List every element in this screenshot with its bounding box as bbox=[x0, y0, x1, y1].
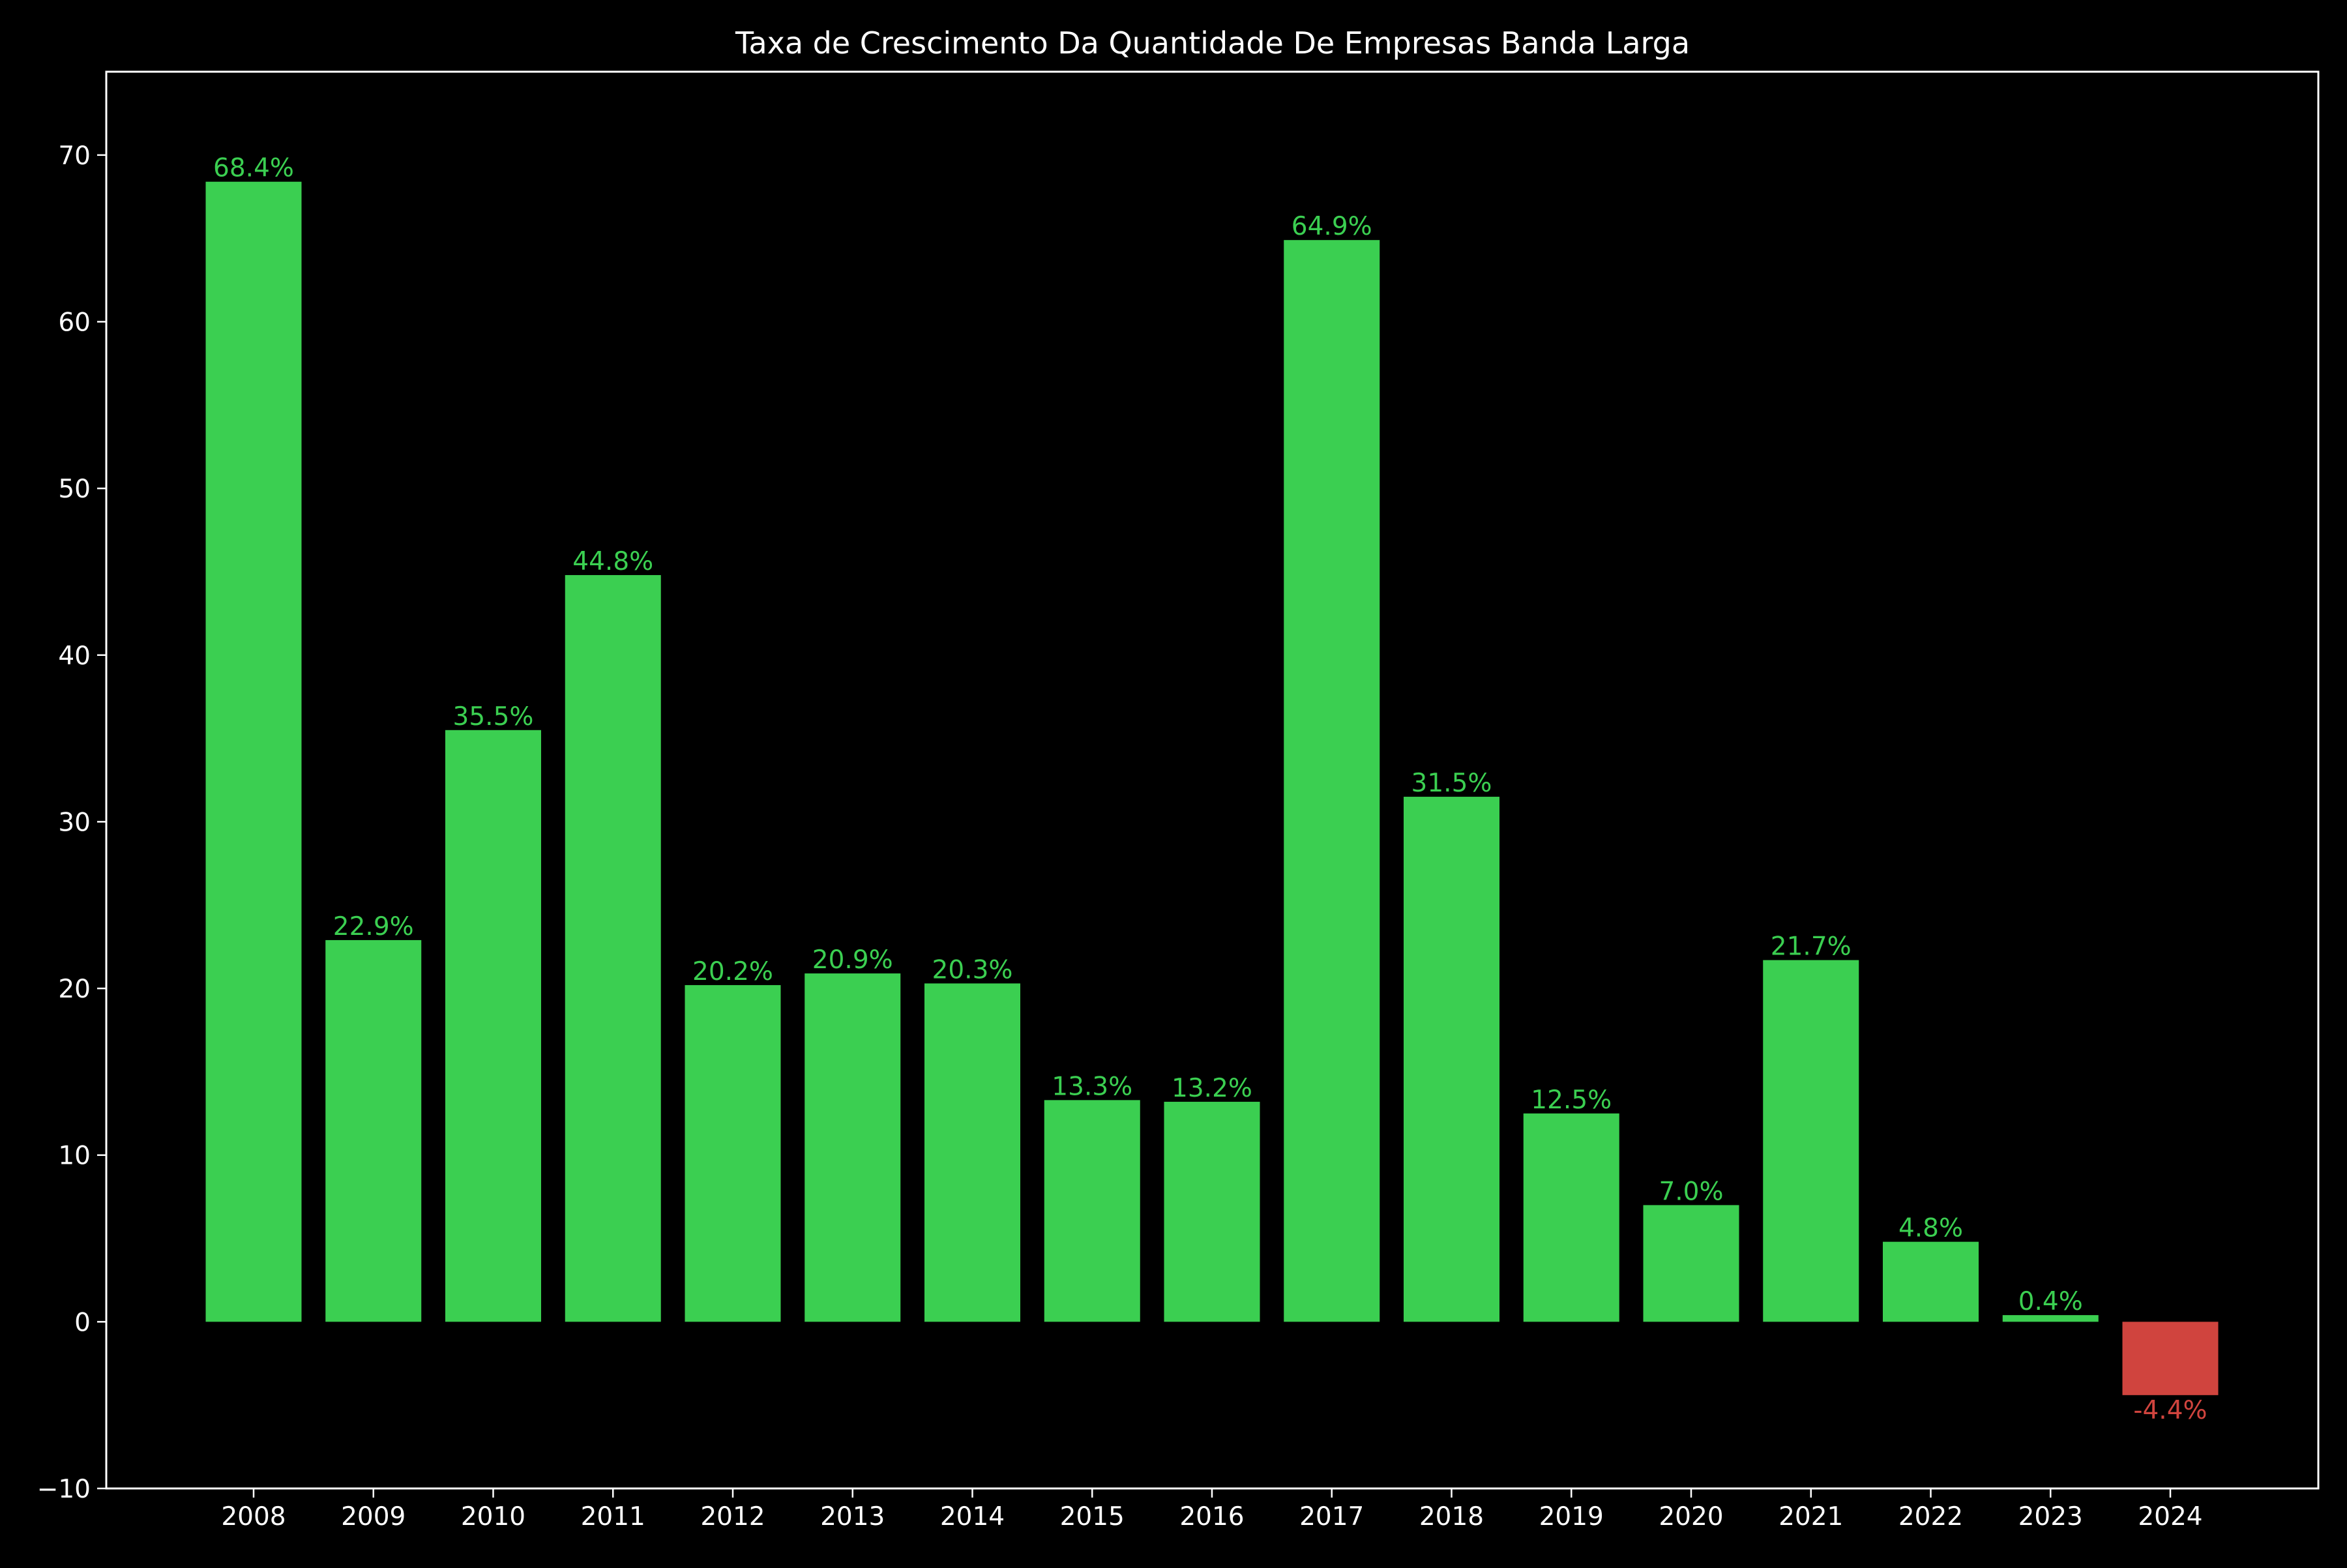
value-label-2014: 20.3% bbox=[932, 955, 1013, 984]
value-label-2023: 0.4% bbox=[2018, 1287, 2083, 1316]
bar-2009 bbox=[325, 939, 422, 1322]
bar-2021 bbox=[1763, 960, 1859, 1322]
x-tick-label: 2020 bbox=[1659, 1502, 1723, 1531]
value-label-2013: 20.9% bbox=[812, 945, 893, 975]
y-tick-label: 10 bbox=[58, 1142, 91, 1171]
bar-2015 bbox=[1044, 1100, 1140, 1322]
x-tick-label: 2019 bbox=[1539, 1502, 1604, 1531]
value-label-2018: 31.5% bbox=[1411, 769, 1492, 798]
x-tick-label: 2011 bbox=[581, 1502, 645, 1531]
y-tick-label: 40 bbox=[58, 642, 91, 671]
y-tick-label: 30 bbox=[58, 808, 91, 837]
y-tick-label: 50 bbox=[58, 475, 91, 504]
bar-2012 bbox=[685, 984, 781, 1322]
axes-frame bbox=[105, 70, 2320, 1490]
y-tick-label: −10 bbox=[37, 1475, 91, 1504]
y-tick-label: 60 bbox=[58, 308, 91, 337]
x-tick-label: 2009 bbox=[341, 1502, 406, 1531]
x-tick-label: 2024 bbox=[2138, 1502, 2202, 1531]
bar-2019 bbox=[1523, 1113, 1619, 1322]
x-tick-label: 2013 bbox=[820, 1502, 885, 1531]
value-label-2021: 21.7% bbox=[1771, 932, 1852, 962]
x-tick-label: 2018 bbox=[1419, 1502, 1484, 1531]
x-tick-label: 2014 bbox=[940, 1502, 1005, 1531]
bar-2023 bbox=[2002, 1315, 2099, 1322]
value-label-2012: 20.2% bbox=[692, 957, 773, 986]
value-label-2022: 4.8% bbox=[1898, 1214, 1963, 1243]
value-label-2016: 13.2% bbox=[1172, 1074, 1252, 1103]
value-label-2020: 7.0% bbox=[1659, 1177, 1723, 1206]
x-tick-label: 2021 bbox=[1779, 1502, 1843, 1531]
bar-2024 bbox=[2122, 1322, 2219, 1395]
value-labels-group: 68.4% 22.9% 35.5% 44.8% 20.2% 20.9% 20.3% 13.3%… bbox=[213, 154, 2207, 1425]
bar-2010 bbox=[445, 730, 541, 1322]
value-label-2011: 44.8% bbox=[572, 547, 653, 576]
y-tick-label: 70 bbox=[58, 141, 91, 171]
bar-2016 bbox=[1164, 1101, 1260, 1322]
value-label-2015: 13.3% bbox=[1052, 1072, 1132, 1101]
value-label-2008: 68.4% bbox=[213, 154, 294, 183]
bar-2014 bbox=[924, 983, 1020, 1322]
x-tick-label: 2016 bbox=[1179, 1502, 1244, 1531]
x-tick-label: 2010 bbox=[461, 1502, 525, 1531]
y-axis: −10 0 10 20 30 40 50 60 70 bbox=[37, 141, 106, 1504]
bar-2013 bbox=[804, 973, 901, 1322]
value-label-2009: 22.9% bbox=[333, 912, 414, 941]
x-tick-label: 2017 bbox=[1299, 1502, 1364, 1531]
bar-2008 bbox=[205, 181, 302, 1322]
y-tick-label: 20 bbox=[58, 975, 91, 1004]
x-tick-label: 2015 bbox=[1060, 1502, 1125, 1531]
chart-title: Taxa de Crescimento Da Quantidade De Emp… bbox=[735, 25, 1690, 61]
bar-2017 bbox=[1284, 240, 1380, 1322]
x-tick-label: 2023 bbox=[2018, 1502, 2083, 1531]
x-tick-label: 2022 bbox=[1898, 1502, 1963, 1531]
bar-2020 bbox=[1643, 1205, 1739, 1322]
value-label-2019: 12.5% bbox=[1531, 1086, 1612, 1115]
value-label-2024: -4.4% bbox=[2133, 1396, 2207, 1425]
x-tick-label: 2012 bbox=[700, 1502, 765, 1531]
x-tick-label: 2008 bbox=[221, 1502, 286, 1531]
x-axis: 2008 2009 2010 2011 2012 2013 2014 2015 2016 2017… bbox=[221, 1488, 2203, 1531]
value-label-2017: 64.9% bbox=[1292, 212, 1372, 241]
bar-2011 bbox=[565, 575, 661, 1322]
value-label-2010: 35.5% bbox=[453, 702, 534, 732]
bar-2022 bbox=[1883, 1241, 1979, 1322]
bar-2018 bbox=[1404, 797, 1499, 1322]
y-tick-label: 0 bbox=[74, 1308, 91, 1337]
bars-group bbox=[205, 181, 2219, 1395]
